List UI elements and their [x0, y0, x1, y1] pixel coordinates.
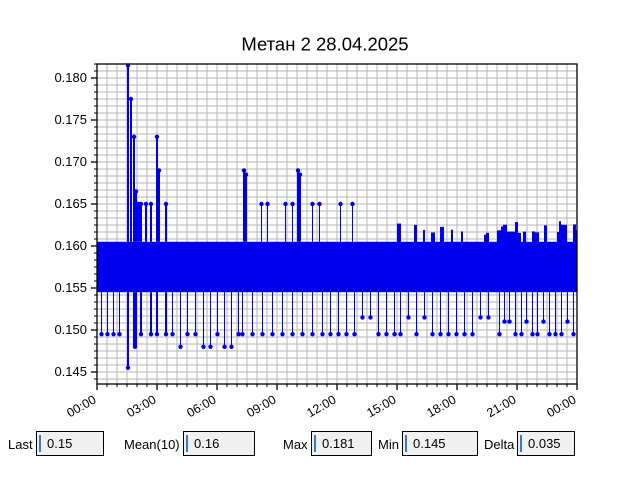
svg-text:00:00: 00:00	[64, 392, 98, 420]
svg-text:0.180: 0.180	[54, 70, 87, 85]
svg-text:Метан 2 28.04.2025: Метан 2 28.04.2025	[241, 34, 408, 55]
svg-text:00:00: 00:00	[544, 392, 578, 420]
svg-text:03:00: 03:00	[124, 392, 158, 420]
svg-text:12:00: 12:00	[304, 392, 338, 420]
svg-text:18:00: 18:00	[424, 392, 458, 420]
svg-text:21:00: 21:00	[484, 392, 518, 420]
svg-text:0.150: 0.150	[54, 322, 87, 337]
svg-text:06:00: 06:00	[184, 392, 218, 420]
svg-text:0.175: 0.175	[54, 112, 87, 127]
svg-text:0.170: 0.170	[54, 154, 87, 169]
svg-text:09:00: 09:00	[244, 392, 278, 420]
svg-text:0.155: 0.155	[54, 280, 87, 295]
svg-text:0.145: 0.145	[54, 364, 87, 379]
svg-text:15:00: 15:00	[364, 392, 398, 420]
svg-text:0.160: 0.160	[54, 238, 87, 253]
svg-text:0.165: 0.165	[54, 196, 87, 211]
